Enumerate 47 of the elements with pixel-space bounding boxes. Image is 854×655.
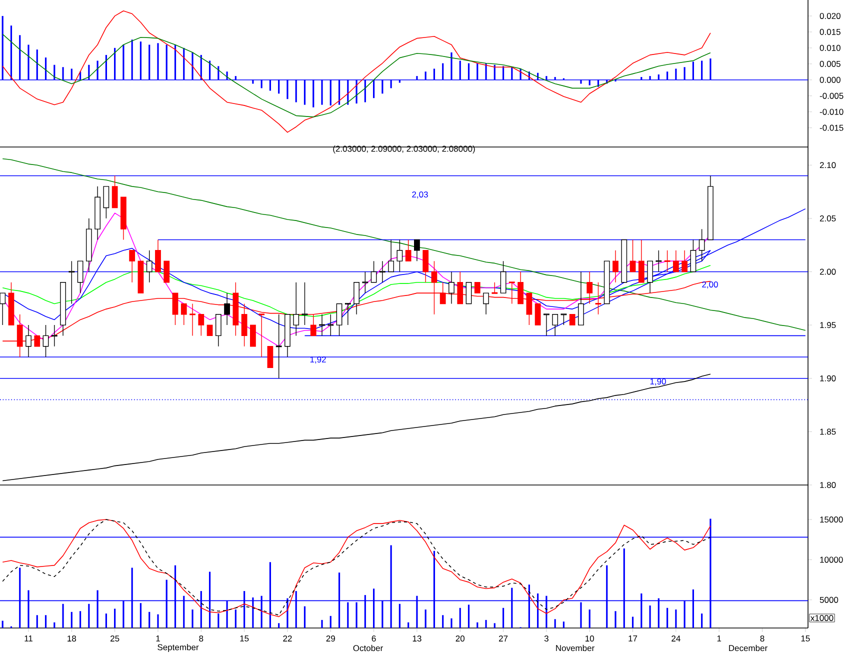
- x-tick-label: 8: [199, 636, 204, 642]
- x-tick-label: 10: [586, 636, 594, 642]
- x-tick-label: 29: [326, 636, 335, 642]
- x-tick-label: 1: [156, 636, 160, 642]
- y-tick-label: 2.00: [820, 268, 836, 275]
- text: November: [556, 644, 594, 652]
- y-tick-label: 0.020: [820, 12, 840, 19]
- x-tick-label: 8: [760, 636, 764, 642]
- x-tick-label: 11: [24, 636, 32, 642]
- x-tick-label: 6: [372, 636, 376, 642]
- y-tick-label: 0.000: [820, 76, 840, 83]
- x-tick-label: 3: [544, 636, 548, 642]
- y-tick-label: 15000: [820, 516, 843, 523]
- y-tick-label: -0.015: [820, 124, 844, 131]
- y-tick-label: 1.80: [820, 482, 836, 488]
- y-tick-label: 1.85: [820, 428, 836, 435]
- text: x1000: [810, 614, 834, 621]
- annotation: 1,90: [650, 378, 666, 386]
- x-tick-label: 15: [801, 636, 810, 642]
- y-tick-label: 0.015: [820, 28, 840, 35]
- x-tick-label: 27: [498, 636, 508, 642]
- y-tick-label: 0.010: [820, 44, 840, 51]
- x-tick-label: 20: [456, 636, 465, 642]
- x-tick-label: 18: [68, 636, 76, 642]
- chart-title: (2.03000, 2.09000, 2.03000, 2.08000): [333, 146, 475, 154]
- y-tick-label: -0.010: [820, 108, 844, 115]
- x-tick-label: 25: [110, 636, 120, 642]
- x-tick-label: 1: [717, 636, 722, 642]
- y-tick-label: 1.90: [820, 375, 836, 382]
- y-tick-label: 10000: [820, 556, 843, 563]
- x-tick-label: 17: [628, 636, 638, 642]
- y-tick-label: -0.005: [820, 92, 844, 99]
- text: September: [158, 644, 199, 652]
- text: December: [729, 644, 768, 652]
- y-tick-label: 2.05: [820, 215, 836, 222]
- x-tick-label: 13: [412, 636, 422, 642]
- y-tick-label: 1.95: [820, 322, 836, 328]
- annotation: 1,92: [310, 356, 326, 364]
- y-tick-label: 0.005: [820, 60, 840, 67]
- annotation: 2,03: [412, 191, 428, 199]
- annotation: 2,00: [702, 281, 718, 289]
- x-tick-label: 24: [672, 636, 680, 642]
- y-tick-label: 2.10: [820, 162, 836, 168]
- x-tick-label: 22: [283, 636, 292, 642]
- y-tick-label: 5000: [820, 596, 838, 603]
- x-tick-label: 15: [240, 636, 249, 642]
- text: October: [353, 644, 383, 652]
